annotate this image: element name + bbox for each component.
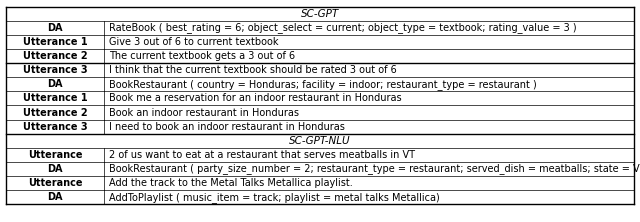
- Text: DA: DA: [47, 164, 63, 174]
- Text: Utterance 1: Utterance 1: [22, 37, 87, 47]
- Text: Utterance 1: Utterance 1: [22, 93, 87, 103]
- Text: Utterance: Utterance: [28, 150, 83, 160]
- Text: AddToPlaylist ( music_item = track; playlist = metal talks Metallica): AddToPlaylist ( music_item = track; play…: [109, 192, 440, 203]
- Text: BookRestaurant ( party_size_number = 2; restaurant_type = restaurant; served_dis: BookRestaurant ( party_size_number = 2; …: [109, 164, 640, 174]
- Text: Utterance 2: Utterance 2: [22, 51, 87, 61]
- Text: The current textbook gets a 3 out of 6: The current textbook gets a 3 out of 6: [109, 51, 295, 61]
- Text: Utterance: Utterance: [28, 178, 83, 188]
- Text: Utterance 3: Utterance 3: [22, 122, 87, 132]
- Text: Book me a reservation for an indoor restaurant in Honduras: Book me a reservation for an indoor rest…: [109, 93, 401, 103]
- Text: RateBook ( best_rating = 6; object_select = current; object_type = textbook; rat: RateBook ( best_rating = 6; object_selec…: [109, 22, 577, 33]
- Text: SC-GPT: SC-GPT: [301, 9, 339, 19]
- Text: BookRestaurant ( country = Honduras; facility = indoor; restaurant_type = restau: BookRestaurant ( country = Honduras; fac…: [109, 79, 536, 90]
- Text: Utterance 3: Utterance 3: [22, 65, 87, 75]
- Text: DA: DA: [47, 79, 63, 89]
- Text: DA: DA: [47, 23, 63, 33]
- Text: I think that the current textbook should be rated 3 out of 6: I think that the current textbook should…: [109, 65, 397, 75]
- Text: 2 of us want to eat at a restaurant that serves meatballs in VT: 2 of us want to eat at a restaurant that…: [109, 150, 415, 160]
- Text: Add the track to the Metal Talks Metallica playlist.: Add the track to the Metal Talks Metalli…: [109, 178, 353, 188]
- Text: Utterance 2: Utterance 2: [22, 107, 87, 117]
- Text: Give 3 out of 6 to current textbook: Give 3 out of 6 to current textbook: [109, 37, 278, 47]
- Text: SC-GPT-NLU: SC-GPT-NLU: [289, 136, 351, 146]
- Text: DA: DA: [47, 192, 63, 202]
- Text: Book an indoor restaurant in Honduras: Book an indoor restaurant in Honduras: [109, 107, 299, 117]
- Text: I need to book an indoor restaurant in Honduras: I need to book an indoor restaurant in H…: [109, 122, 344, 132]
